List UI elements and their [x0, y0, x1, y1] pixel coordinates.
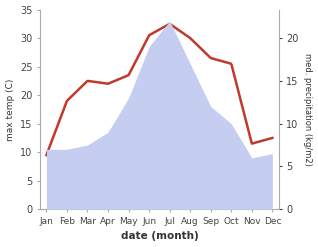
Y-axis label: max temp (C): max temp (C)	[5, 78, 15, 141]
Y-axis label: med. precipitation (kg/m2): med. precipitation (kg/m2)	[303, 53, 313, 166]
X-axis label: date (month): date (month)	[121, 231, 198, 242]
